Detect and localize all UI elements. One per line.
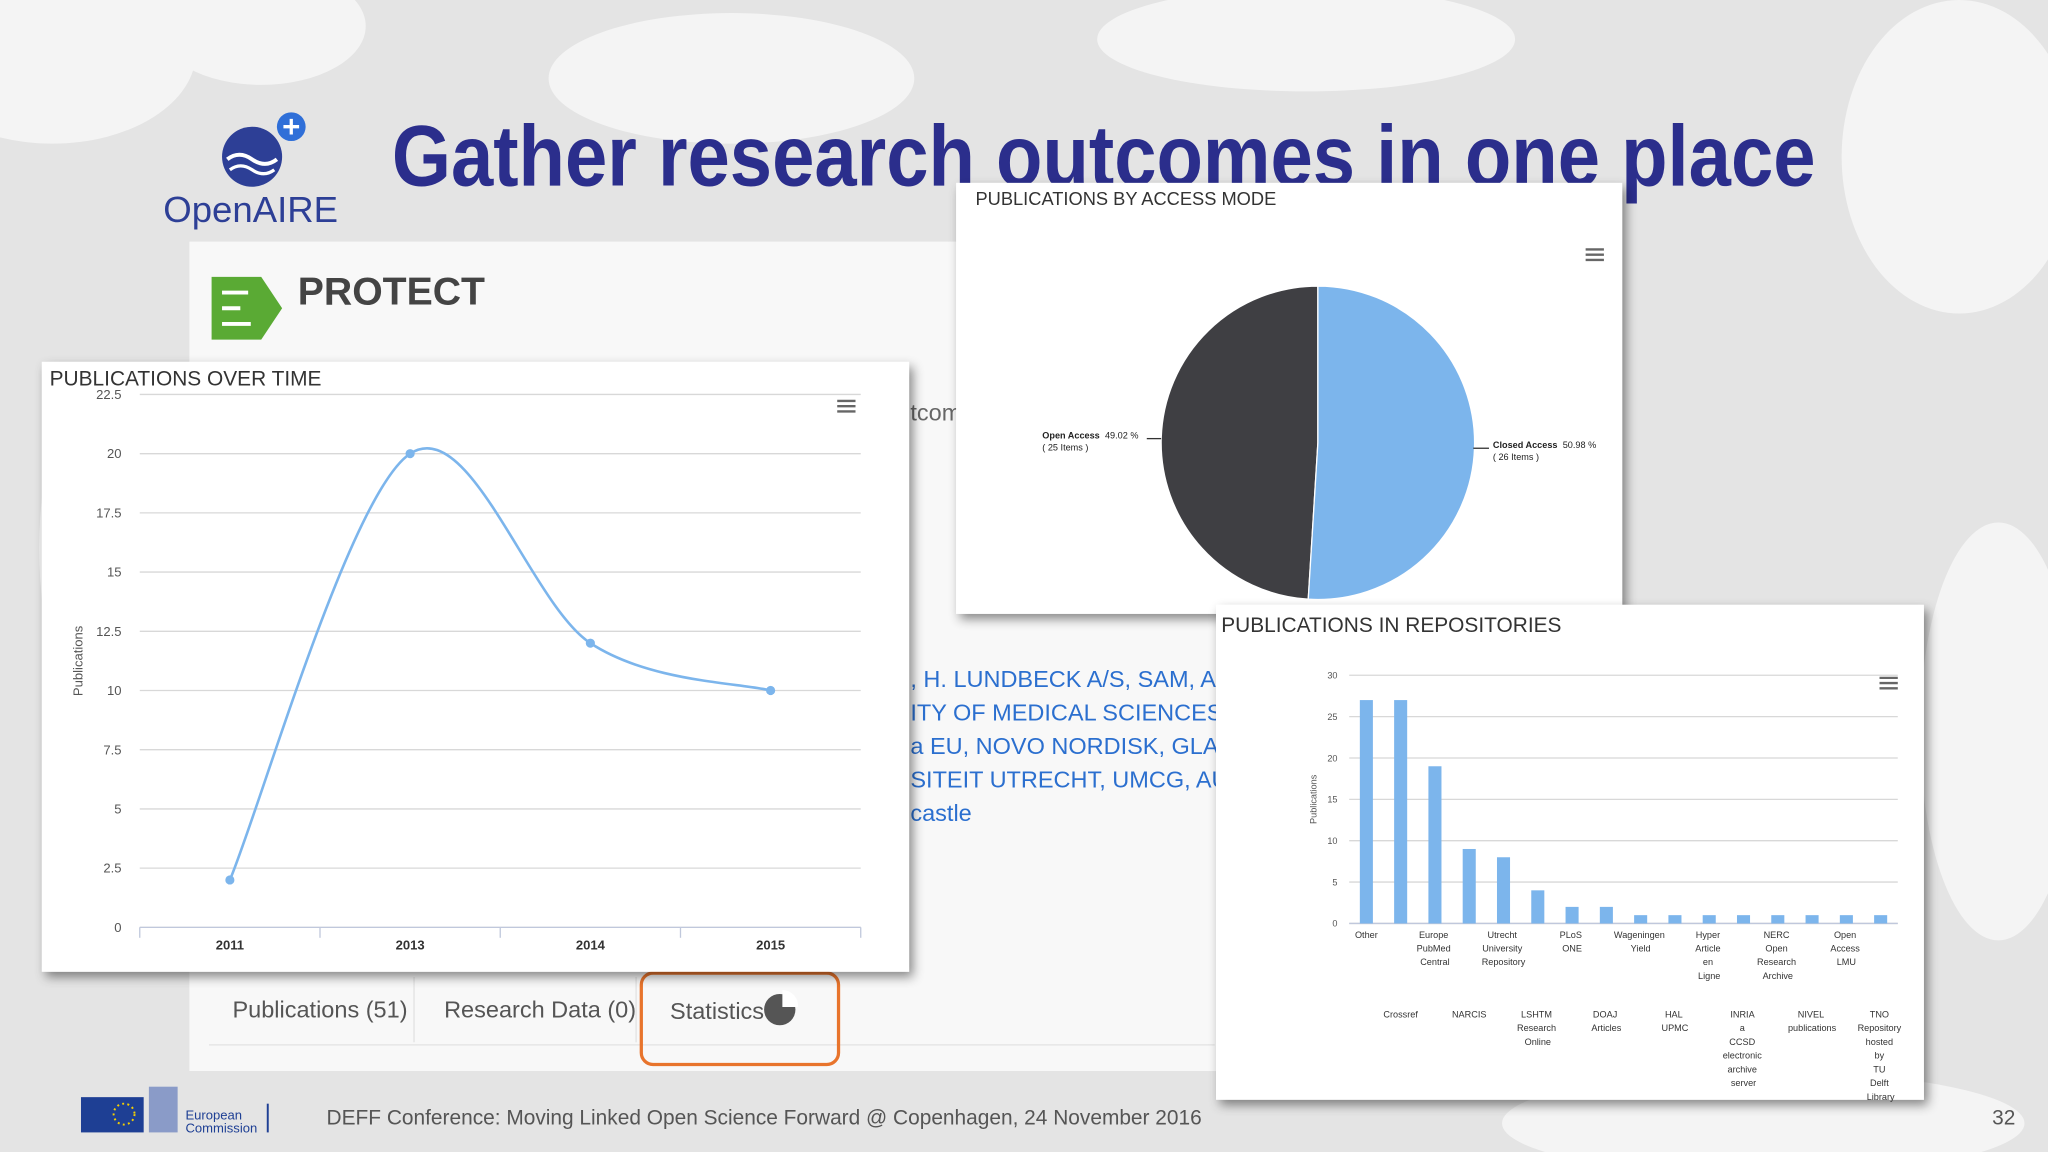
bar (1394, 700, 1408, 924)
chart-title: PUBLICATIONS OVER TIME (50, 367, 322, 390)
point (766, 685, 776, 696)
y-tick-label: 7.5 (103, 742, 121, 757)
slice-label: Open Access 49.02 % (1042, 431, 1138, 441)
text-fragment: tcom (910, 400, 961, 426)
pie-icon (764, 990, 799, 1026)
eu-flag (80, 1086, 269, 1133)
x-tick-label: 2011 (216, 938, 244, 953)
bar (1771, 915, 1785, 924)
bar (1531, 890, 1545, 924)
bar (1805, 915, 1819, 924)
x-tick-label: DOAJ Articles (1591, 1009, 1621, 1033)
x-tick-label: Europe PubMed Central (1417, 930, 1454, 967)
x-tick-label: Hyper Article en Ligne (1695, 930, 1723, 981)
text-fragment: castle (910, 800, 971, 826)
page-number: 32 (1992, 1107, 2015, 1130)
logo (222, 112, 306, 187)
project-name: PROTECT (298, 270, 485, 313)
y-tick-label: 15 (1327, 795, 1337, 805)
x-tick-label: NERC Open Research Archive (1757, 930, 1799, 981)
x-tick-label: Open Access LMU (1830, 930, 1862, 967)
x-tick-label: Utrecht University Repository (1482, 930, 1526, 967)
x-tick-label: HAL UPMC (1662, 1009, 1689, 1033)
footer-org: European (185, 1107, 242, 1122)
bar (1634, 915, 1648, 924)
point (225, 875, 235, 885)
point (405, 449, 415, 459)
text-fragment: ITY OF MEDICAL SCIENCES, B (910, 699, 1251, 725)
y-tick-label: 12.5 (96, 624, 121, 639)
y-tick-label: 17.5 (96, 505, 121, 520)
y-tick-label: 0 (114, 920, 121, 935)
bar (1496, 857, 1511, 924)
y-tick-label: 22.5 (96, 387, 121, 402)
y-tick-label: 5 (1332, 877, 1337, 887)
point (585, 638, 595, 648)
bar (1428, 766, 1442, 924)
x-tick-label: INRIA a CCSD electronic archive server (1723, 1009, 1765, 1088)
y-tick-label: 2.5 (103, 861, 121, 876)
text-fragment: SITEIT UTRECHT, UMCG, AU, I (910, 766, 1248, 792)
y-tick-label: 5 (114, 801, 121, 816)
y-tick-label: 0 (1332, 919, 1337, 929)
pie-slice (1160, 285, 1319, 600)
footer-caption: DEFF Conference: Moving Linked Open Scie… (327, 1107, 1202, 1130)
x-tick-label: LSHTM Research Online (1517, 1009, 1559, 1046)
bar (1462, 848, 1476, 924)
chart-title: PUBLICATIONS IN REPOSITORIES (1221, 614, 1561, 637)
bar (1839, 915, 1853, 924)
slice-value: 49.02 % (1105, 431, 1138, 441)
x-tick-label: 2014 (576, 938, 606, 953)
slice-items: ( 26 Items ) (1493, 452, 1539, 462)
bar (1736, 915, 1751, 924)
y-tick-label: 25 (1327, 712, 1337, 722)
tab[interactable]: Statistics (670, 998, 764, 1024)
bar (1565, 906, 1579, 924)
bar (1702, 915, 1716, 924)
x-tick-label: Crossref (1383, 1009, 1418, 1019)
chart-card (41, 361, 910, 972)
y-tick-label: 20 (107, 446, 122, 461)
tab[interactable]: Research Data (0) (444, 996, 636, 1022)
series-line (228, 447, 771, 881)
y-axis-label: Publications (1309, 774, 1319, 824)
slice-name: Closed Access (1493, 440, 1558, 450)
bar (1874, 915, 1888, 924)
text-fragment: a EU, NOVO NORDISK, GLAXC (910, 733, 1251, 759)
y-axis-label: Publications (70, 625, 85, 696)
y-tick-label: 15 (107, 565, 122, 580)
footer-org: Commission (185, 1120, 257, 1135)
slice-value: 50.98 % (1563, 440, 1596, 450)
x-tick-label: 2015 (756, 938, 785, 953)
y-tick-label: 10 (1327, 836, 1337, 846)
slice-label: Closed Access 50.98 % (1493, 440, 1596, 450)
x-tick-label: 2013 (396, 938, 425, 953)
x-tick-label: PLoS ONE (1560, 930, 1585, 954)
chart-title: PUBLICATIONS BY ACCESS MODE (975, 188, 1276, 209)
slice-name: Open Access (1042, 431, 1099, 441)
bar (1599, 906, 1613, 924)
logo-text: OpenAIRE (163, 189, 338, 230)
tab[interactable]: Publications (51) (232, 996, 407, 1022)
highlight-box (639, 971, 841, 1067)
chart-card (1216, 604, 1924, 1100)
x-tick-label: Other (1355, 930, 1378, 940)
x-tick-label: Wageningen Yield (1614, 930, 1667, 954)
y-tick-label: 10 (107, 683, 122, 698)
bar (1668, 915, 1682, 924)
text-fragment: , H. LUNDBECK A/S, SAM, Am (910, 666, 1235, 692)
bar (1359, 700, 1373, 924)
slice-items: ( 25 Items ) (1042, 442, 1088, 452)
x-tick-label: TNO Repository hosted by TU Delft Librar… (1858, 1009, 1904, 1101)
y-tick-label: 30 (1327, 671, 1337, 681)
project-icon (211, 276, 283, 340)
y-tick-label: 20 (1327, 753, 1337, 763)
x-tick-label: NARCIS (1452, 1009, 1486, 1019)
x-tick-label: NIVEL publications (1788, 1009, 1837, 1033)
